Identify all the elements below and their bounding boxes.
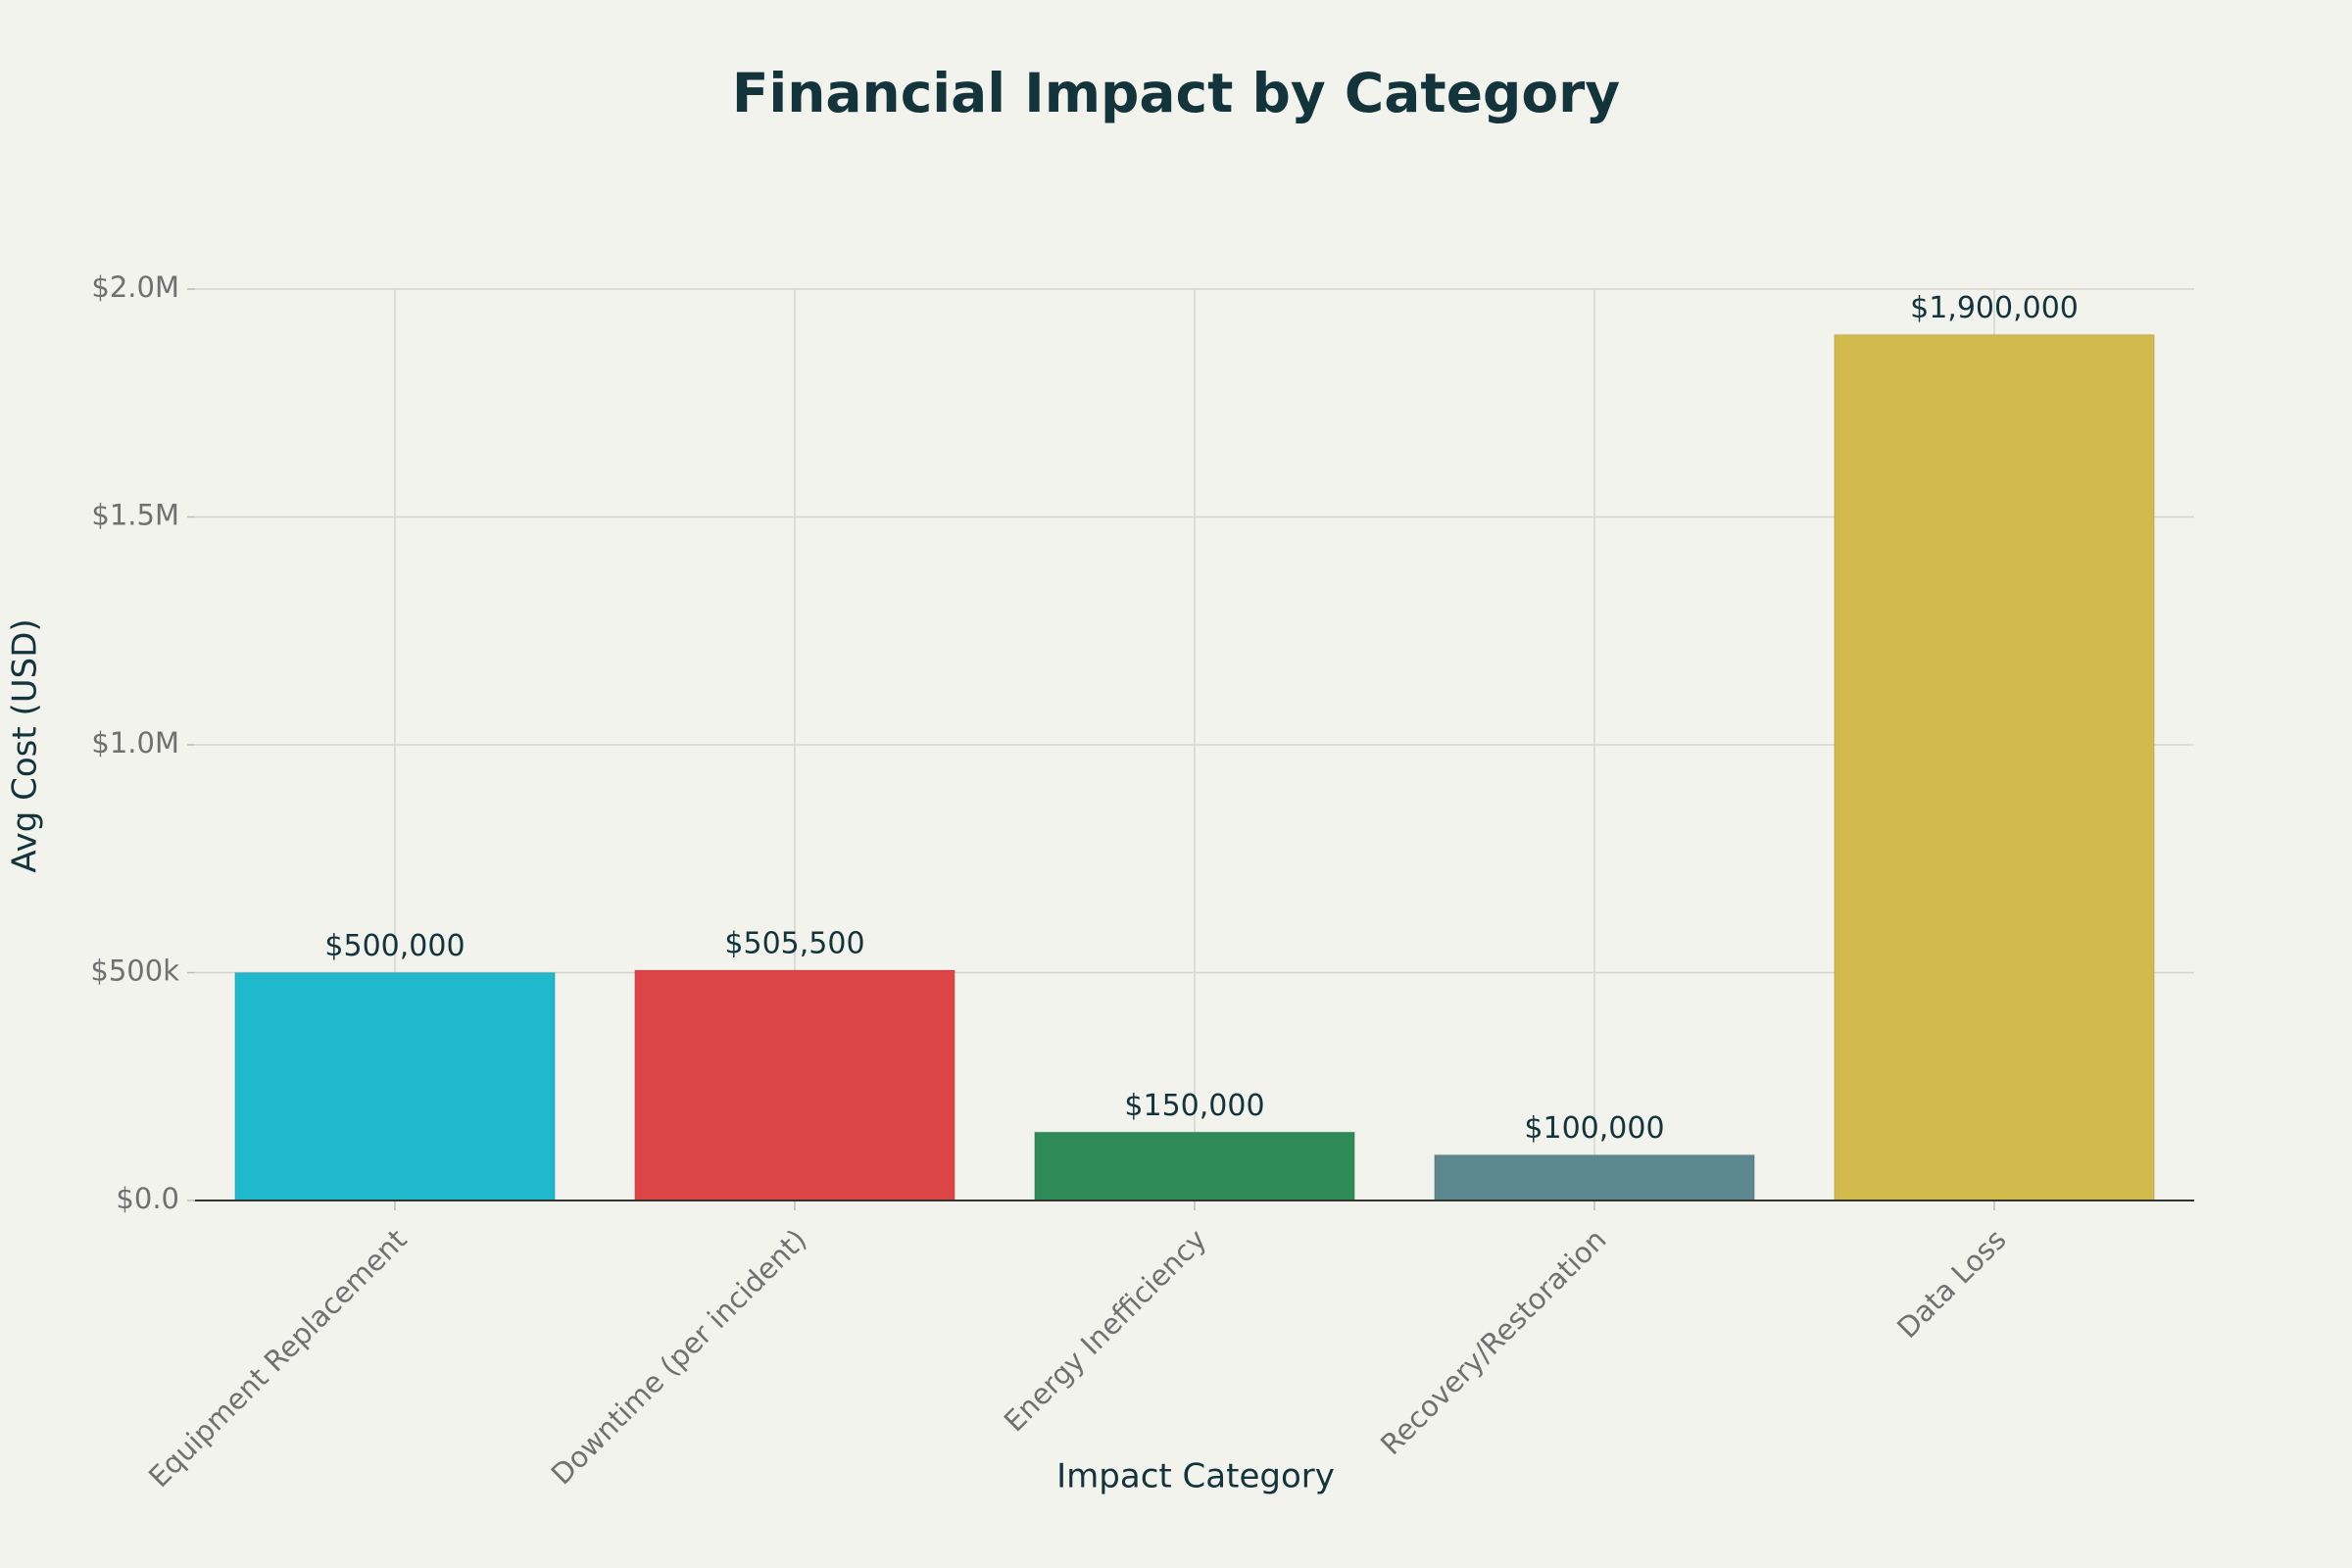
data-label: $505,500 [724, 926, 864, 960]
x-axis-title: Impact Category [1056, 1457, 1335, 1496]
y-tick-label: $1.5M [91, 499, 179, 532]
bar [1434, 1153, 1755, 1201]
bar [234, 971, 556, 1201]
chart-title: Financial Impact by Category [732, 62, 1620, 124]
data-label: $500,000 [324, 929, 465, 963]
y-tick-label: $1.0M [91, 726, 179, 760]
bar [1834, 333, 2155, 1201]
y-axis-title: Avg Cost (USD) [6, 618, 45, 872]
data-label: $1,900,000 [1910, 291, 2079, 325]
bar [634, 969, 956, 1201]
data-label: $150,000 [1124, 1089, 1264, 1123]
y-tick-label: $500k [90, 955, 179, 988]
bar [1034, 1131, 1355, 1201]
y-tick-label: $2.0M [91, 270, 179, 304]
y-tick-label: $0.0 [116, 1182, 179, 1215]
data-label: $100,000 [1524, 1111, 1664, 1146]
